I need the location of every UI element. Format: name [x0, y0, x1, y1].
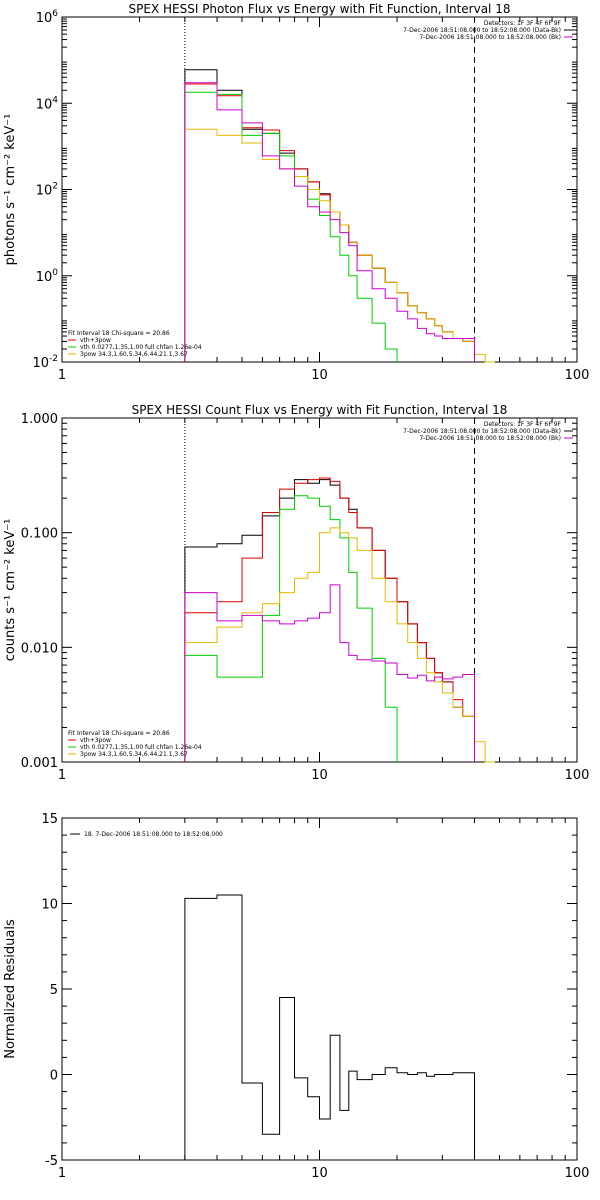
legend-entry: 18. 7-Dec-2006 18:51:08.000 to 18:52:08.…	[84, 831, 223, 838]
legend-entry: 3pow 34.3,1.60,5.34,6.44,21.1,3.67	[80, 751, 188, 758]
y-tick-label: 0	[50, 1069, 58, 1084]
chart-title: SPEX HESSI Count Flux vs Energy with Fit…	[132, 403, 508, 417]
series-4-histogram	[184, 527, 495, 763]
x-tick-label: 1	[58, 768, 66, 783]
x-tick-label: 1	[58, 368, 66, 383]
legend-entry: 7-Dec-2006 18:51:08.000 to 18:52:08.000 …	[419, 435, 561, 442]
series-2-histogram	[184, 477, 475, 762]
x-tick-label: 10	[311, 1166, 328, 1181]
x-tick-label: 10	[311, 768, 328, 783]
x-tick-label: 100	[565, 368, 590, 383]
y-axis-label: photons s⁻¹ cm⁻² keV⁻¹	[3, 114, 18, 266]
legend-entry: vth 0.0277,1.35,1.00 full chfan 1.26e-04	[80, 744, 202, 751]
legend-entry: 7-Dec-2006 18:51:08.000 to 18:52:08.000 …	[403, 27, 561, 34]
x-tick-label: 100	[565, 768, 590, 783]
panel-3: Normalized Residuals 1 10 100 -5 0 5 10 15 18. 7-…	[3, 812, 589, 1181]
y-tick-label: 104	[36, 95, 59, 112]
x-tick-label: 10	[311, 368, 328, 383]
y-tick-label: 1.000	[21, 412, 58, 427]
legend-entry: vth+3pow	[80, 737, 111, 744]
y-tick-label: 100	[36, 268, 59, 285]
y-tick-label: 10-2	[32, 354, 58, 371]
chart-title: SPEX HESSI Photon Flux vs Energy with Fi…	[129, 2, 511, 16]
y-tick-label: 10	[41, 898, 58, 913]
y-tick-label: -5	[45, 1154, 58, 1169]
series-5-histogram	[184, 82, 475, 362]
y-tick-label: 5	[50, 983, 58, 998]
legend-entry: 7-Dec-2006 18:51:08.000 to 18:52:08.000 …	[419, 34, 561, 41]
y-tick-label: 0.010	[21, 641, 58, 656]
legend-entry: Detectors: 1F 3F 4F 6F 9F	[484, 421, 562, 428]
legend-entry: vth 0.0277,1.35,1.00 full chfan 1.26e-04	[80, 344, 202, 351]
y-tick-label: 102	[36, 182, 58, 199]
legend-entry: Fit Interval 18 Chi-square = 20.86	[68, 330, 170, 337]
panel-2: SPEX HESSI Count Flux vs Energy with Fit…	[3, 403, 589, 783]
plot-frame	[61, 417, 578, 763]
y-tick-label: 15	[41, 812, 58, 827]
legend-entry: Detectors: 1F 3F 4F 6F 9F	[484, 20, 562, 27]
legend-entry: 7-Dec-2006 18:51:08.000 to 18:52:08.000 …	[403, 428, 561, 435]
series-5-histogram	[184, 584, 475, 762]
legend-entry: Fit Interval 18 Chi-square = 20.86	[68, 730, 170, 737]
y-tick-label: 0.100	[21, 527, 58, 542]
legend-entry: vth+3pow	[80, 337, 111, 344]
x-tick-label: 1	[58, 1166, 66, 1181]
y-axis-label: Normalized Residuals	[3, 919, 18, 1059]
x-tick-label: 100	[565, 1166, 590, 1181]
legend-entry: 3pow 34.3,1.60,5.34,6.44,21.1,3.67	[80, 351, 188, 358]
y-tick-label: 0.001	[21, 756, 58, 771]
series-1-histogram	[184, 894, 475, 1160]
y-axis-label: counts s⁻¹ cm⁻² keV⁻¹	[3, 519, 18, 662]
panel-1: SPEX HESSI Photon Flux vs Energy with Fi…	[3, 2, 589, 383]
series-3-histogram	[184, 495, 398, 762]
y-tick-label: 106	[36, 9, 59, 26]
